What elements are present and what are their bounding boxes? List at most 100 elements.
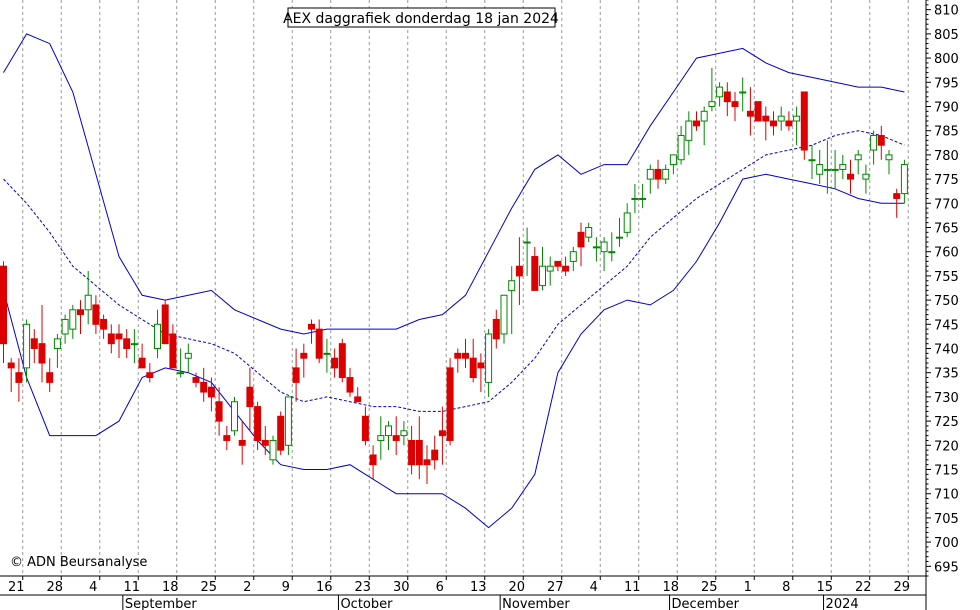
candle [115,324,123,359]
candle [654,159,662,189]
candle [392,416,400,455]
candle-body-up [385,425,392,437]
candle-body-up [500,294,508,335]
candle-body-down [577,231,585,248]
candle-body-down [554,260,562,267]
candle-body-down [893,193,901,199]
candle [508,266,516,334]
candle [469,338,477,383]
candle-body-down [238,439,246,446]
candle-body-up [154,323,161,350]
candle [192,372,200,388]
candle-body-up [546,265,554,272]
month-label: November [502,597,570,610]
candle-body-up [585,226,593,238]
y-tick-label: 790 [934,100,959,115]
candle-body-down [438,430,446,437]
candle [84,271,92,325]
candle-body-down [446,367,454,441]
candle [754,101,762,122]
candle [138,343,146,369]
candle [762,106,770,141]
candle [338,338,346,383]
candle [646,164,654,194]
candle-body-up [53,338,61,350]
candle-body-up [669,154,677,166]
candle-body-up [677,135,685,161]
candle-body-down [392,435,400,441]
x-tick-label: 25 [200,580,217,595]
candle [577,222,585,267]
candle [400,421,408,446]
y-tick-label: 705 [934,512,959,527]
x-tick-label: 29 [893,580,910,595]
candle-body-up [646,168,654,180]
x-tick-label: 13 [470,580,487,595]
candle [346,367,354,397]
candle [323,338,331,373]
y-tick-label: 760 [934,246,959,261]
candle-body-up [508,280,516,291]
candle-body-down [100,318,108,330]
candle [616,217,623,247]
candle [592,237,600,262]
candle-body-up [592,246,600,249]
candle-body-down [531,256,539,291]
y-tick-label: 735 [934,367,959,382]
candle [777,106,785,131]
candle [600,237,608,272]
x-tick-label: 15 [816,580,833,595]
candle [723,82,731,117]
candle [477,353,485,393]
candle-body-down [115,333,123,340]
candle [207,377,215,412]
candle [146,363,154,383]
x-tick-label: 27 [547,580,564,595]
candle-body-down [415,439,423,466]
candle [708,67,716,112]
candle-body-up [600,241,608,253]
candle-body-up [61,318,69,335]
candle [107,324,115,354]
candle [177,348,185,378]
candle [300,343,308,378]
candle [770,111,777,136]
x-tick-label: 11 [624,580,641,595]
x-tick-label: 18 [662,580,679,595]
candle-body-down [200,381,208,393]
candle-body-up [485,333,493,383]
candle [669,154,677,175]
x-tick-label: 18 [162,580,179,595]
candle-body-up [870,135,878,151]
candle [877,125,885,160]
candle [100,314,108,339]
candle [639,183,647,209]
candle [423,445,431,485]
candle-body-up [816,164,824,175]
x-tick-label: 9 [282,580,290,595]
x-tick-label: 4 [590,580,598,595]
candle [546,256,554,286]
y-tick-label: 740 [934,343,959,358]
candle [531,246,539,291]
candle-body-up [700,110,708,122]
candle-body-down [785,120,793,127]
candle [77,300,84,334]
candle [269,435,277,465]
candle-body-up [854,154,862,161]
candle [685,111,693,155]
candle-body-up [130,343,138,346]
candle [808,145,816,180]
candle [462,338,469,368]
candle-body-down [300,352,308,359]
candle [292,348,300,402]
candle [92,295,100,334]
candle [785,111,793,131]
candle-body-down [138,357,146,369]
candle-body-up [831,168,839,171]
candle [862,164,870,194]
candle [539,246,546,291]
candle [308,319,315,344]
candle [69,304,77,339]
candle-body-up [708,101,716,107]
